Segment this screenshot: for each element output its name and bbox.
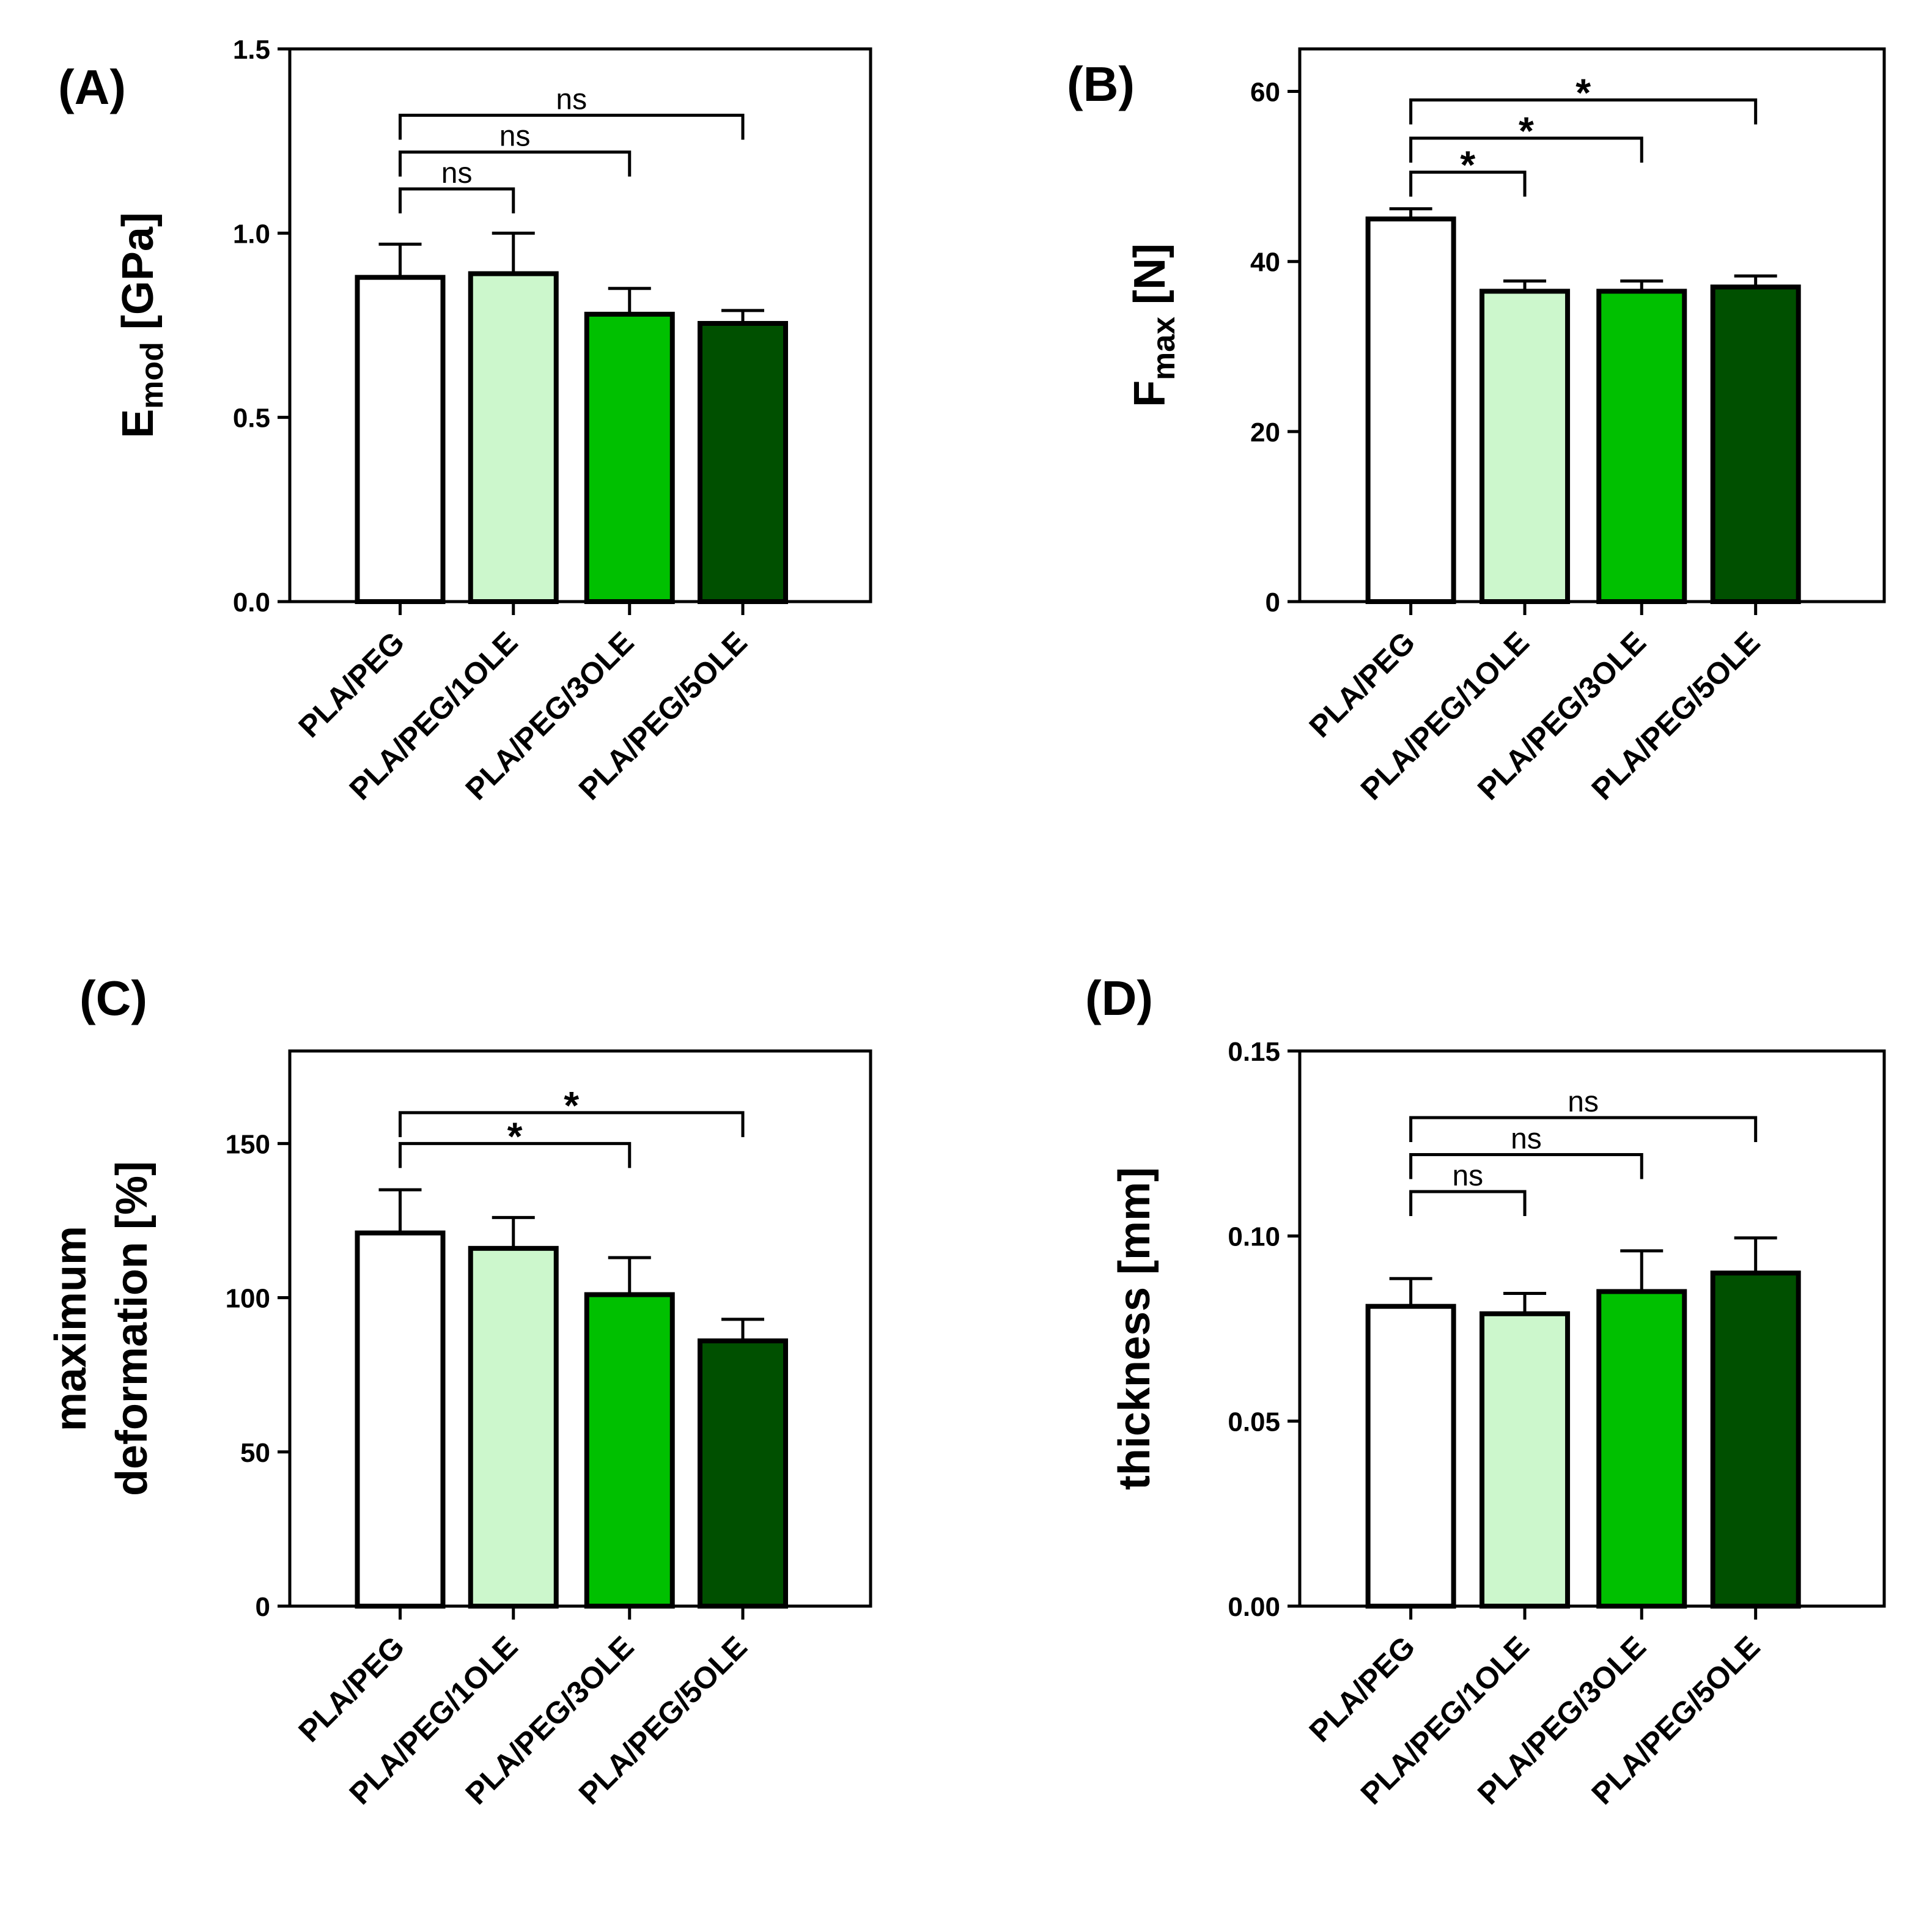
- significance-label: *: [564, 1083, 579, 1127]
- x-category-label: PLA/PEG: [1303, 625, 1422, 744]
- plot-frame: [288, 47, 872, 603]
- y-tick-label: 0: [256, 1592, 270, 1622]
- y-tick-label: 100: [226, 1284, 270, 1314]
- bar-3: [584, 1292, 675, 1609]
- panel-label: (B): [1067, 57, 1135, 111]
- significance-bracket: [1409, 1152, 1643, 1179]
- significance-bracket: [399, 1111, 745, 1137]
- y-axis-label-unit: [N]: [1126, 243, 1174, 317]
- bar-1: [1365, 216, 1456, 604]
- panel-label: (C): [79, 971, 147, 1025]
- x-category-label: PLA/PEG: [292, 625, 411, 744]
- significance-bracket: [399, 1141, 632, 1168]
- bar-1: [355, 1230, 446, 1609]
- bar-4: [1710, 284, 1801, 604]
- plot-frame: [288, 1049, 872, 1608]
- bar-3: [1596, 1289, 1687, 1609]
- bar-2: [1479, 289, 1571, 604]
- y-tick-label: 0.05: [1228, 1407, 1280, 1437]
- x-category-label: PLA/PEG: [292, 1629, 411, 1749]
- significance-label: ns: [441, 157, 473, 190]
- y-axis-label-subscript: mod: [134, 342, 170, 409]
- significance-label: ns: [499, 120, 531, 153]
- bar-3: [1596, 289, 1687, 604]
- y-tick-label: 1.5: [233, 35, 270, 65]
- y-axis-label-unit: [GPa]: [114, 212, 163, 342]
- y-axis-label-line2: deformation [%]: [108, 1161, 157, 1496]
- bar-2: [468, 1245, 559, 1609]
- y-axis-label-subscript: max: [1146, 317, 1182, 380]
- significance-label: *: [1519, 109, 1534, 153]
- significance-bracket: [1409, 1116, 1758, 1142]
- y-tick-label: 0.00: [1228, 1592, 1280, 1622]
- y-tick-label: 0.0: [233, 588, 270, 618]
- bar-3: [584, 311, 675, 604]
- x-category-label: PLA/PEG: [1303, 1629, 1422, 1749]
- significance-label: ns: [1452, 1160, 1483, 1192]
- y-axis-label-main: E: [114, 409, 163, 438]
- significance-bracket: [399, 150, 632, 177]
- y-tick-label: 0.5: [233, 404, 270, 433]
- bar-1: [1365, 1303, 1456, 1609]
- bar-2: [468, 271, 559, 605]
- significance-bracket: [1409, 171, 1527, 197]
- y-tick-label: 1.0: [233, 219, 270, 249]
- bar-1: [355, 275, 446, 604]
- significance-bracket: [1409, 136, 1643, 163]
- bar-4: [1710, 1270, 1801, 1609]
- panel-label: (D): [1085, 971, 1153, 1025]
- y-axis-label: thickness [mm]: [1110, 1167, 1159, 1490]
- significance-bracket: [1409, 1190, 1527, 1217]
- significance-label: ns: [1511, 1123, 1542, 1155]
- bar-4: [698, 320, 788, 605]
- y-tick-label: 0.10: [1228, 1222, 1280, 1252]
- y-tick-label: 40: [1250, 248, 1280, 278]
- significance-bracket: [399, 187, 515, 214]
- significance-label: *: [1460, 143, 1475, 187]
- significance-bracket: [399, 113, 745, 140]
- panel-d: (D) 0.00 0.05 0.10 0.15 thickness [mm] PLA/PEG…: [1085, 971, 1886, 1811]
- y-tick-label: 150: [226, 1129, 270, 1159]
- plot-frame: [1298, 1049, 1886, 1608]
- y-axis-label-main: F: [1126, 380, 1174, 407]
- bar-4: [698, 1338, 788, 1609]
- panel-label: (A): [58, 60, 126, 114]
- y-axis-label-line1: maximum: [46, 1226, 95, 1431]
- y-tick-label: 0.15: [1228, 1037, 1280, 1067]
- bar-2: [1479, 1311, 1571, 1609]
- y-axis-label: Emod [GPa]: [114, 212, 170, 438]
- significance-label: ns: [1568, 1086, 1599, 1118]
- y-axis-label: Fmax [N]: [1126, 243, 1182, 407]
- plot-frame: [1298, 47, 1886, 603]
- y-tick-label: 20: [1250, 418, 1280, 448]
- significance-bracket: [1409, 98, 1758, 125]
- y-tick-label: 50: [240, 1438, 270, 1468]
- significance-label: *: [1575, 70, 1591, 114]
- panel-c: (C) 0 50 100 150 maximum deformation [%] PLA/PE…: [46, 971, 872, 1811]
- significance-label: ns: [556, 83, 587, 116]
- significance-label: *: [507, 1114, 523, 1158]
- y-tick-label: 60: [1250, 78, 1280, 108]
- y-tick-label: 0: [1266, 588, 1280, 618]
